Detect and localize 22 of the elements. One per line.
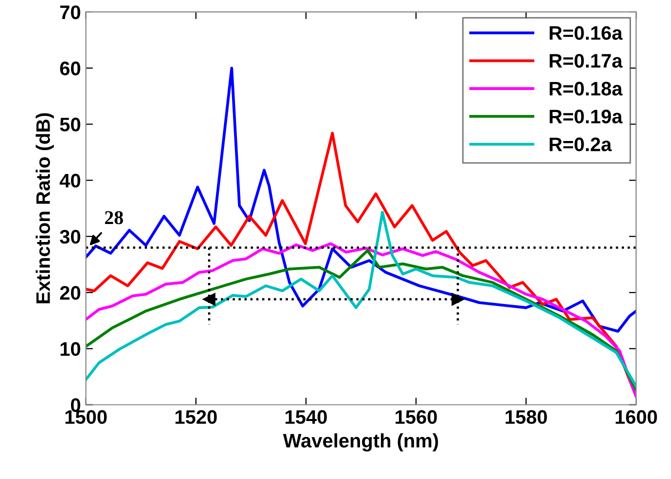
- legend-label: R=0.2a: [550, 137, 612, 152]
- ref-line-label: 28: [105, 211, 124, 224]
- y-tick-label: 30: [60, 230, 80, 244]
- y-tick-label: 0: [70, 398, 80, 412]
- y-tick-label: 20: [60, 286, 80, 300]
- legend-label: R=0.19a: [550, 110, 623, 124]
- y-tick-label: 40: [60, 174, 80, 188]
- x-tick-label: 1600: [616, 410, 657, 424]
- x-tick-label: 1540: [286, 410, 327, 424]
- x-tick-label: 1520: [176, 410, 217, 424]
- x-tick-label: 1500: [65, 410, 107, 424]
- y-tick-label: 60: [60, 62, 80, 76]
- y-tick-label: 70: [60, 5, 80, 20]
- legend-label: R=0.18a: [550, 82, 623, 96]
- legend-label: R=0.17a: [550, 54, 623, 68]
- x-tick-label: 1560: [396, 410, 437, 424]
- y-axis-title: Extinction Ratio (dB): [36, 113, 54, 304]
- y-tick-label: 10: [60, 342, 80, 356]
- y-tick-label: 50: [60, 118, 80, 132]
- x-tick-label: 1580: [506, 410, 547, 424]
- legend-label: R=0.16a: [550, 26, 623, 40]
- x-axis-title: Wavelength (nm): [283, 433, 438, 452]
